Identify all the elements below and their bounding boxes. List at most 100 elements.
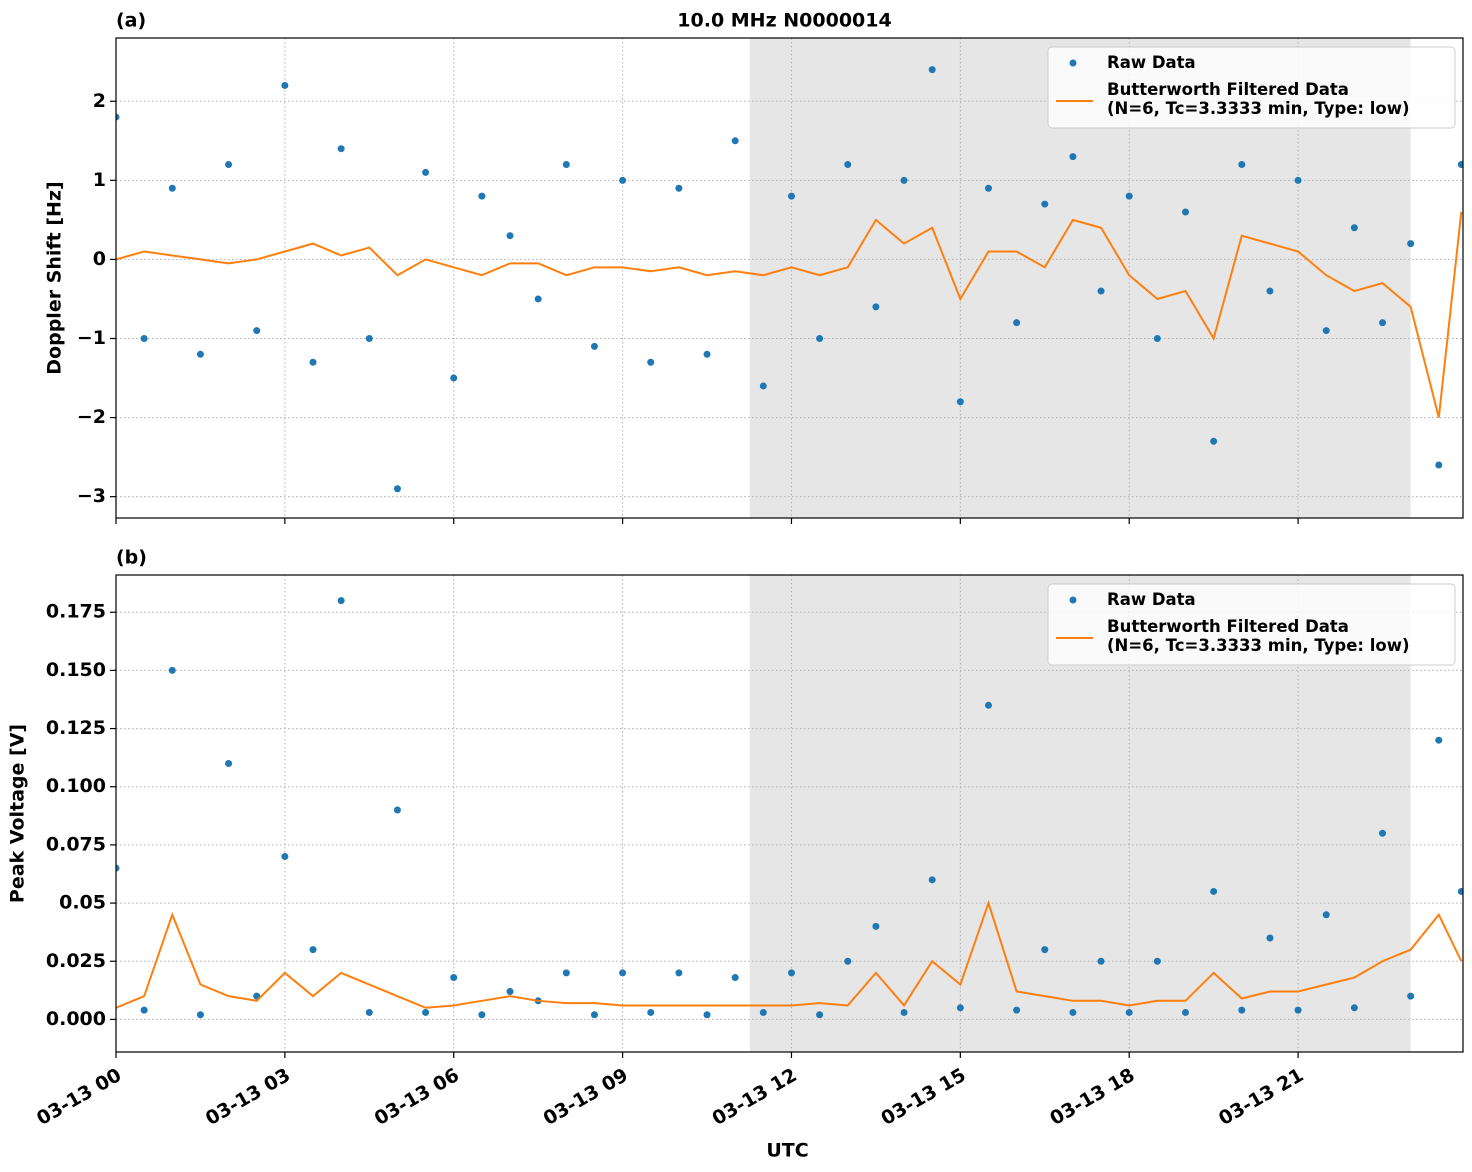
raw-point bbox=[590, 1011, 598, 1019]
raw-point bbox=[872, 922, 880, 930]
raw-point bbox=[1407, 992, 1415, 1000]
raw-point bbox=[281, 853, 289, 861]
raw-point bbox=[1294, 176, 1302, 184]
raw-point bbox=[956, 1004, 964, 1012]
y-tick-label: 2 bbox=[93, 90, 106, 112]
raw-point bbox=[450, 374, 458, 382]
raw-point bbox=[1041, 946, 1049, 954]
raw-point bbox=[365, 334, 373, 342]
raw-point bbox=[309, 358, 317, 366]
raw-point bbox=[196, 350, 204, 358]
raw-point bbox=[168, 184, 176, 192]
legend-label: Butterworth Filtered Data (N=6, Tc=3.333… bbox=[1107, 617, 1410, 655]
raw-point bbox=[759, 1008, 767, 1016]
chart-title: 10.0 MHz N0000014 bbox=[677, 10, 891, 32]
raw-point bbox=[1457, 161, 1463, 169]
raw-point bbox=[1435, 461, 1443, 469]
raw-point bbox=[393, 485, 401, 493]
y-tick-label: −1 bbox=[77, 327, 106, 349]
raw-point bbox=[1210, 437, 1218, 445]
raw-point bbox=[196, 1011, 204, 1019]
filtered-line bbox=[116, 211, 1463, 418]
raw-point bbox=[1181, 1008, 1189, 1016]
raw-point bbox=[225, 161, 233, 169]
y-tick-label: 0.075 bbox=[46, 833, 106, 855]
legend-label: Raw Data bbox=[1107, 53, 1196, 72]
raw-point bbox=[1013, 319, 1021, 327]
filtered-line bbox=[116, 899, 1463, 1009]
raw-point bbox=[1294, 1006, 1302, 1014]
raw-point bbox=[506, 988, 514, 996]
raw-point bbox=[562, 969, 570, 977]
legend-box bbox=[1047, 583, 1456, 666]
raw-point bbox=[1379, 829, 1387, 837]
raw-point bbox=[675, 969, 683, 977]
y-tick-label: 0.175 bbox=[46, 601, 106, 623]
raw-point bbox=[872, 303, 880, 311]
raw-point bbox=[1435, 736, 1443, 744]
raw-point bbox=[1407, 240, 1415, 248]
raw-point bbox=[1125, 1008, 1133, 1016]
raw-point bbox=[116, 864, 120, 872]
x-tick-label: 03-13 06 bbox=[371, 1064, 463, 1130]
x-tick-label: 03-13 09 bbox=[540, 1064, 632, 1130]
legend-box bbox=[1047, 46, 1456, 129]
plot-frame bbox=[115, 574, 1464, 1053]
raw-point bbox=[619, 969, 627, 977]
raw-point bbox=[140, 1006, 148, 1014]
raw-point bbox=[422, 168, 430, 176]
raw-point bbox=[1238, 161, 1246, 169]
raw-point bbox=[225, 759, 233, 767]
raw-point bbox=[337, 145, 345, 153]
raw-point bbox=[816, 334, 824, 342]
raw-point bbox=[1013, 1006, 1021, 1014]
legend-label: Butterworth Filtered Data (N=6, Tc=3.333… bbox=[1107, 80, 1410, 118]
raw-point bbox=[984, 184, 992, 192]
raw-point bbox=[478, 1011, 486, 1019]
raw-point bbox=[844, 957, 852, 965]
raw-point bbox=[309, 946, 317, 954]
raw-point bbox=[478, 192, 486, 200]
y-axis-label: Peak Voltage [V] bbox=[7, 724, 29, 903]
raw-point bbox=[253, 327, 261, 335]
raw-point bbox=[1041, 200, 1049, 208]
raw-point bbox=[703, 1011, 711, 1019]
raw-point bbox=[731, 137, 739, 145]
raw-point bbox=[1457, 887, 1463, 895]
raw-point bbox=[956, 398, 964, 406]
raw-point bbox=[534, 295, 542, 303]
raw-point bbox=[116, 113, 120, 121]
raw-point bbox=[731, 974, 739, 982]
raw-point bbox=[647, 1008, 655, 1016]
raw-point bbox=[422, 1008, 430, 1016]
x-tick-label: 03-13 21 bbox=[1215, 1064, 1307, 1130]
raw-point bbox=[928, 66, 936, 74]
raw-point bbox=[1238, 1006, 1246, 1014]
raw-point bbox=[844, 161, 852, 169]
raw-point bbox=[1379, 319, 1387, 327]
raw-point bbox=[140, 334, 148, 342]
x-tick-label: 03-13 12 bbox=[708, 1064, 800, 1130]
y-tick-label: −3 bbox=[77, 485, 106, 507]
raw-point bbox=[337, 597, 345, 605]
raw-point bbox=[928, 876, 936, 884]
y-tick-label: 0 bbox=[93, 248, 106, 270]
y-tick-label: 0.125 bbox=[46, 717, 106, 739]
raw-point bbox=[1097, 957, 1105, 965]
raw-point bbox=[787, 192, 795, 200]
panel-label: (b) bbox=[116, 547, 147, 569]
raw-point bbox=[675, 184, 683, 192]
raw-point bbox=[1322, 911, 1330, 919]
raw-point bbox=[619, 176, 627, 184]
raw-point bbox=[1322, 327, 1330, 335]
raw-point bbox=[900, 176, 908, 184]
raw-point bbox=[759, 382, 767, 390]
y-tick-label: 0.000 bbox=[46, 1008, 106, 1030]
raw-point bbox=[1153, 957, 1161, 965]
y-tick-label: −2 bbox=[77, 406, 106, 428]
raw-point bbox=[984, 701, 992, 709]
plot-frame bbox=[115, 37, 1464, 519]
raw-point bbox=[1350, 224, 1358, 232]
